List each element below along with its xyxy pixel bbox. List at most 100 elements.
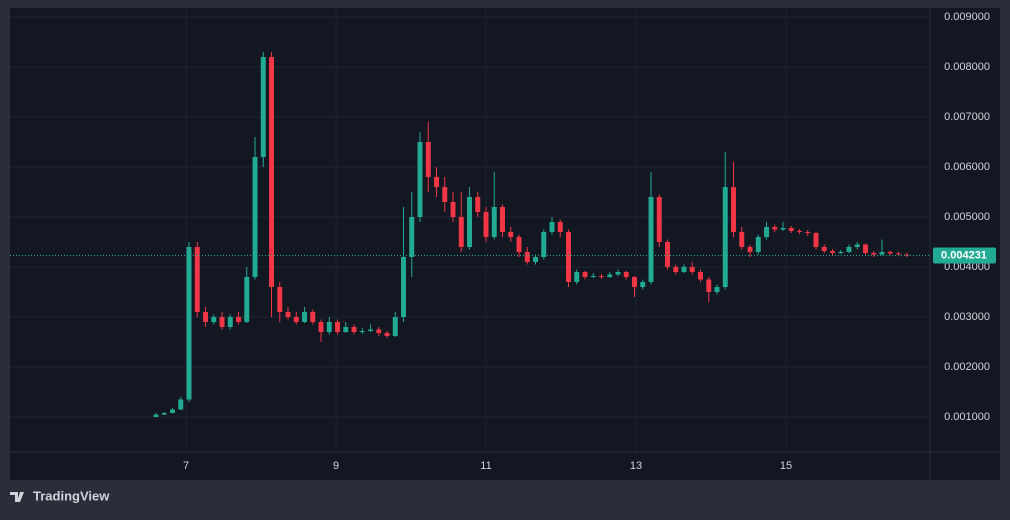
candle: [318, 319, 324, 342]
candle-body: [194, 247, 200, 312]
candle: [830, 249, 835, 255]
candle: [401, 207, 406, 322]
candle: [442, 177, 448, 212]
candle: [186, 242, 192, 402]
candle: [599, 274, 604, 279]
x-tick-label: 15: [780, 460, 792, 472]
candle: [384, 331, 390, 338]
candle-body: [483, 212, 489, 237]
candle: [483, 207, 489, 242]
y-tick-label: 0.007000: [944, 111, 990, 123]
last-price-label: 0.004231: [941, 249, 987, 261]
y-tick-label: 0.009000: [944, 11, 990, 23]
candle: [549, 217, 555, 235]
watermark: TradingView: [33, 488, 110, 503]
candle: [698, 269, 703, 282]
candle-body: [607, 274, 613, 277]
candle: [813, 232, 819, 250]
candle: [673, 264, 679, 275]
candle: [359, 328, 365, 334]
candle-body: [227, 317, 233, 327]
candle: [236, 312, 241, 325]
candle-body: [260, 57, 266, 157]
candle: [277, 282, 283, 322]
candle-body: [764, 227, 769, 237]
candle-body: [582, 272, 588, 277]
candle: [623, 271, 629, 280]
candle: [689, 262, 695, 275]
candle: [425, 122, 431, 192]
candle: [285, 307, 291, 320]
candle: [203, 307, 208, 327]
candle-body: [904, 254, 910, 256]
candle-body: [648, 197, 654, 282]
candle-body: [896, 253, 901, 255]
candle-body: [615, 272, 621, 275]
candle: [161, 412, 167, 415]
candle-body: [640, 282, 646, 287]
candle-body: [788, 228, 794, 231]
candle-body: [722, 187, 728, 287]
x-tick-label: 13: [630, 460, 642, 472]
candle: [269, 52, 274, 317]
candle-body: [392, 317, 398, 336]
candle: [821, 244, 827, 253]
candle: [797, 229, 802, 234]
candle-body: [706, 279, 712, 292]
candle: [566, 229, 571, 287]
candle: [747, 244, 753, 257]
y-tick-label: 0.003000: [944, 311, 990, 323]
candle: [780, 222, 786, 231]
y-tick-label: 0.002000: [944, 361, 990, 373]
candle-body: [310, 312, 316, 322]
candle: [475, 192, 481, 217]
candle-body: [838, 252, 844, 253]
candle-body: [269, 57, 274, 287]
candle-body: [681, 267, 687, 272]
chart-pane: [10, 8, 1000, 480]
candle: [863, 243, 868, 255]
candle: [640, 279, 646, 290]
candle: [293, 312, 299, 325]
candle-body: [574, 272, 580, 282]
candle-body: [384, 333, 390, 336]
candle: [170, 408, 175, 414]
candle-body: [491, 207, 497, 237]
candle-body: [335, 322, 340, 332]
candle-body: [203, 312, 208, 322]
candle-body: [425, 142, 431, 177]
candle-body: [813, 233, 819, 247]
candle-body: [285, 312, 291, 317]
candle: [788, 226, 794, 233]
candle-body: [830, 251, 835, 253]
candle-body: [475, 197, 481, 212]
candle-body: [359, 331, 365, 332]
candle-body: [170, 409, 175, 413]
candle-body: [153, 414, 159, 417]
candle: [574, 269, 580, 285]
candle-body: [417, 142, 423, 217]
y-tick-label: 0.008000: [944, 61, 990, 73]
candle: [368, 324, 373, 332]
candle-body: [747, 247, 753, 252]
candle-body: [244, 277, 250, 322]
candle-body: [665, 242, 670, 267]
logo-icon: [10, 492, 24, 502]
candle: [392, 312, 398, 337]
candle-body: [186, 247, 192, 400]
x-tick-label: 9: [333, 460, 339, 472]
candle-body: [458, 217, 464, 247]
candle: [681, 264, 687, 273]
x-tick-label: 7: [183, 460, 189, 472]
candle: [739, 227, 745, 250]
candle: [500, 204, 505, 237]
candle: [252, 137, 258, 280]
candle: [211, 314, 217, 325]
candle-body: [533, 257, 538, 262]
candle: [846, 244, 852, 253]
candle-body: [467, 197, 472, 247]
candle-body: [219, 317, 225, 327]
candle-body: [277, 287, 283, 312]
candle-body: [599, 276, 604, 277]
